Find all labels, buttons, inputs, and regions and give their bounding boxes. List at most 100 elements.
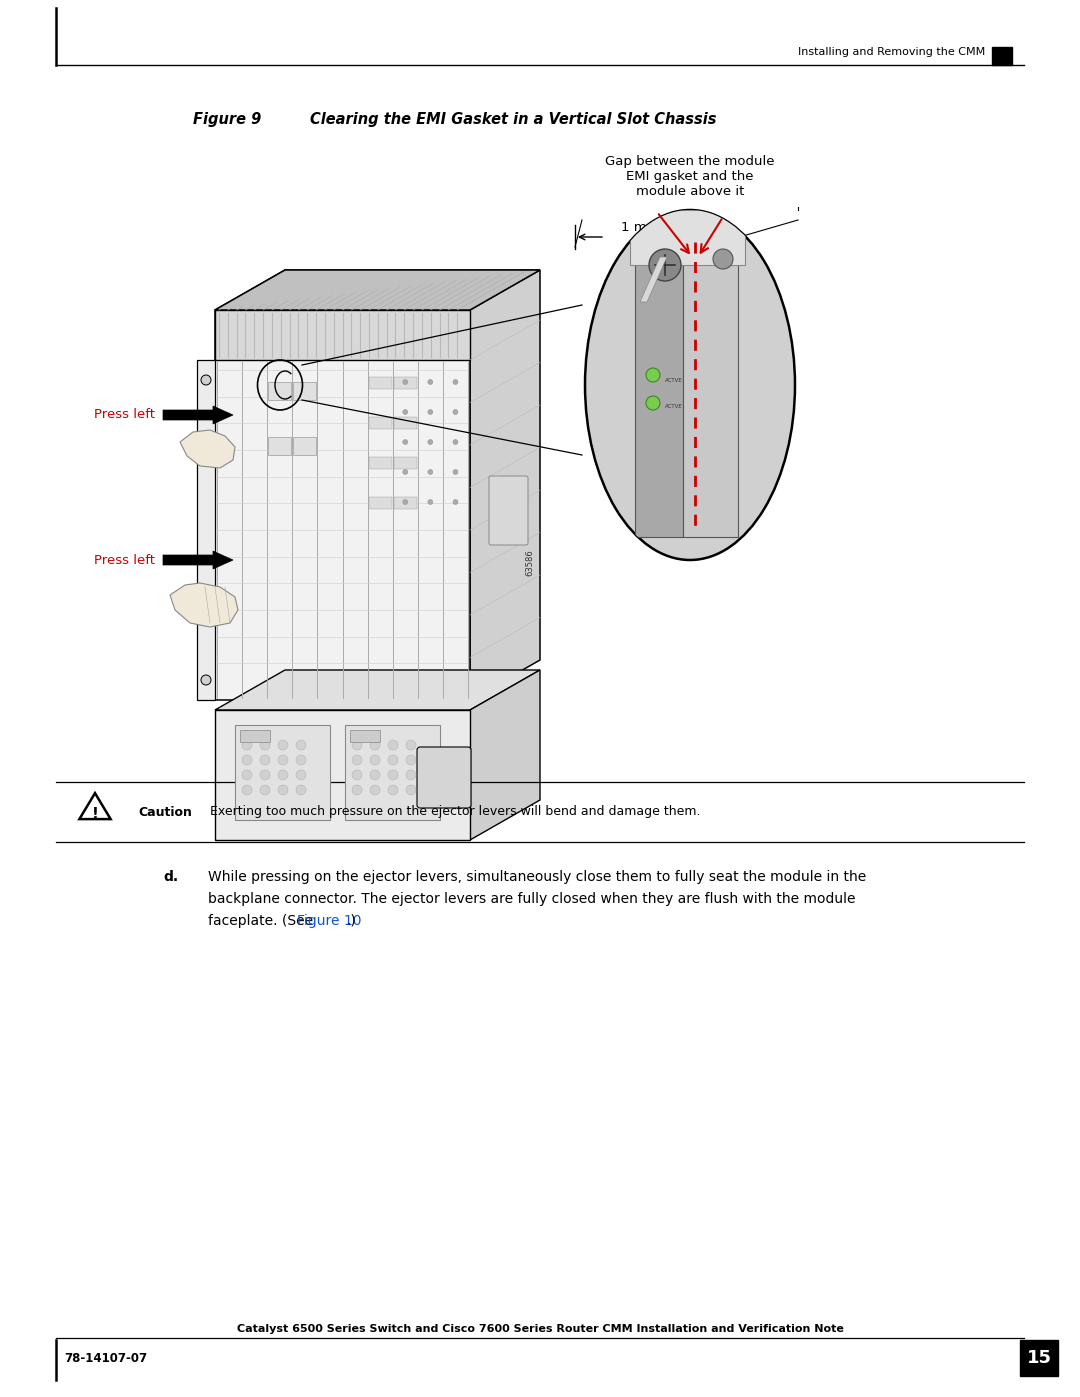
Bar (197, 360, 215, 700)
Circle shape (278, 740, 288, 750)
Circle shape (352, 740, 362, 750)
Circle shape (453, 500, 458, 504)
Bar (350, 731, 380, 742)
FancyBboxPatch shape (489, 476, 528, 545)
Circle shape (453, 409, 458, 415)
Text: ACTVE: ACTVE (665, 377, 683, 383)
Circle shape (453, 469, 458, 475)
Circle shape (428, 380, 433, 384)
Circle shape (296, 740, 306, 750)
Circle shape (260, 740, 270, 750)
Circle shape (428, 469, 433, 475)
Text: !: ! (92, 807, 98, 823)
Circle shape (388, 785, 399, 795)
Circle shape (352, 770, 362, 780)
Bar (368, 457, 392, 469)
Polygon shape (163, 407, 233, 425)
Circle shape (428, 440, 433, 444)
Bar (215, 310, 470, 360)
Bar (630, 210, 745, 265)
Circle shape (278, 785, 288, 795)
Polygon shape (470, 671, 540, 840)
Bar (368, 377, 392, 388)
Polygon shape (80, 793, 110, 819)
Bar (240, 731, 270, 742)
Bar (368, 416, 392, 429)
Text: Figure 9: Figure 9 (193, 112, 261, 127)
Bar (235, 725, 330, 820)
Bar (683, 237, 738, 536)
Bar (345, 725, 440, 820)
Circle shape (370, 770, 380, 780)
Text: backplane connector. The ejector levers are fully closed when they are flush wit: backplane connector. The ejector levers … (208, 893, 855, 907)
Circle shape (406, 754, 416, 766)
Circle shape (403, 500, 408, 504)
Circle shape (201, 374, 211, 386)
Circle shape (646, 395, 660, 409)
Text: Press left: Press left (94, 408, 156, 422)
Text: Press left: Press left (94, 553, 156, 567)
Text: d.: d. (163, 870, 178, 884)
Bar (394, 377, 417, 388)
Circle shape (370, 754, 380, 766)
Circle shape (646, 367, 660, 381)
Ellipse shape (585, 210, 795, 560)
Bar (294, 437, 316, 455)
Circle shape (649, 249, 681, 281)
Circle shape (370, 740, 380, 750)
Circle shape (242, 740, 252, 750)
Polygon shape (215, 671, 540, 710)
Circle shape (388, 754, 399, 766)
Circle shape (406, 770, 416, 780)
Circle shape (370, 785, 380, 795)
Circle shape (201, 675, 211, 685)
Text: Catalyst 6500 Series Switch and Cisco 7600 Series Router CMM Installation and Ve: Catalyst 6500 Series Switch and Cisco 76… (237, 1324, 843, 1334)
Circle shape (260, 770, 270, 780)
Polygon shape (180, 430, 235, 468)
Text: ACTVE: ACTVE (665, 405, 683, 409)
Text: faceplate. (See: faceplate. (See (208, 914, 318, 928)
Text: 1 mm: 1 mm (621, 221, 659, 235)
Circle shape (296, 785, 306, 795)
Circle shape (260, 754, 270, 766)
Polygon shape (640, 257, 667, 302)
Circle shape (428, 500, 433, 504)
Circle shape (453, 440, 458, 444)
Polygon shape (215, 270, 540, 310)
Circle shape (403, 380, 408, 384)
Bar (268, 437, 292, 455)
FancyBboxPatch shape (417, 747, 471, 807)
Text: Caution: Caution (138, 806, 192, 819)
Circle shape (296, 754, 306, 766)
Bar (1020, 1340, 1058, 1376)
Circle shape (242, 754, 252, 766)
Text: While pressing on the ejector levers, simultaneously close them to fully seat th: While pressing on the ejector levers, si… (208, 870, 866, 884)
Text: Clearing the EMI Gasket in a Vertical Slot Chassis: Clearing the EMI Gasket in a Vertical Sl… (310, 112, 716, 127)
Bar (294, 381, 316, 400)
Circle shape (296, 770, 306, 780)
Circle shape (406, 740, 416, 750)
Circle shape (403, 440, 408, 444)
Text: Installing and Removing the CMM: Installing and Removing the CMM (798, 47, 985, 57)
Circle shape (242, 770, 252, 780)
Text: 78-14107-07: 78-14107-07 (64, 1352, 147, 1365)
Polygon shape (215, 710, 470, 840)
Circle shape (428, 409, 433, 415)
Circle shape (260, 785, 270, 795)
Text: .): .) (347, 914, 356, 928)
Circle shape (242, 785, 252, 795)
Polygon shape (215, 310, 470, 700)
Circle shape (453, 380, 458, 384)
Polygon shape (215, 270, 540, 310)
Bar (368, 497, 392, 509)
Text: 15: 15 (1026, 1350, 1052, 1368)
Circle shape (403, 409, 408, 415)
Circle shape (352, 754, 362, 766)
Polygon shape (470, 270, 540, 700)
Circle shape (403, 469, 408, 475)
Bar (635, 237, 683, 536)
Circle shape (278, 754, 288, 766)
Text: Exerting too much pressure on the ejector levers will bend and damage them.: Exerting too much pressure on the ejecto… (210, 806, 701, 819)
Circle shape (713, 249, 733, 270)
Polygon shape (170, 583, 238, 627)
